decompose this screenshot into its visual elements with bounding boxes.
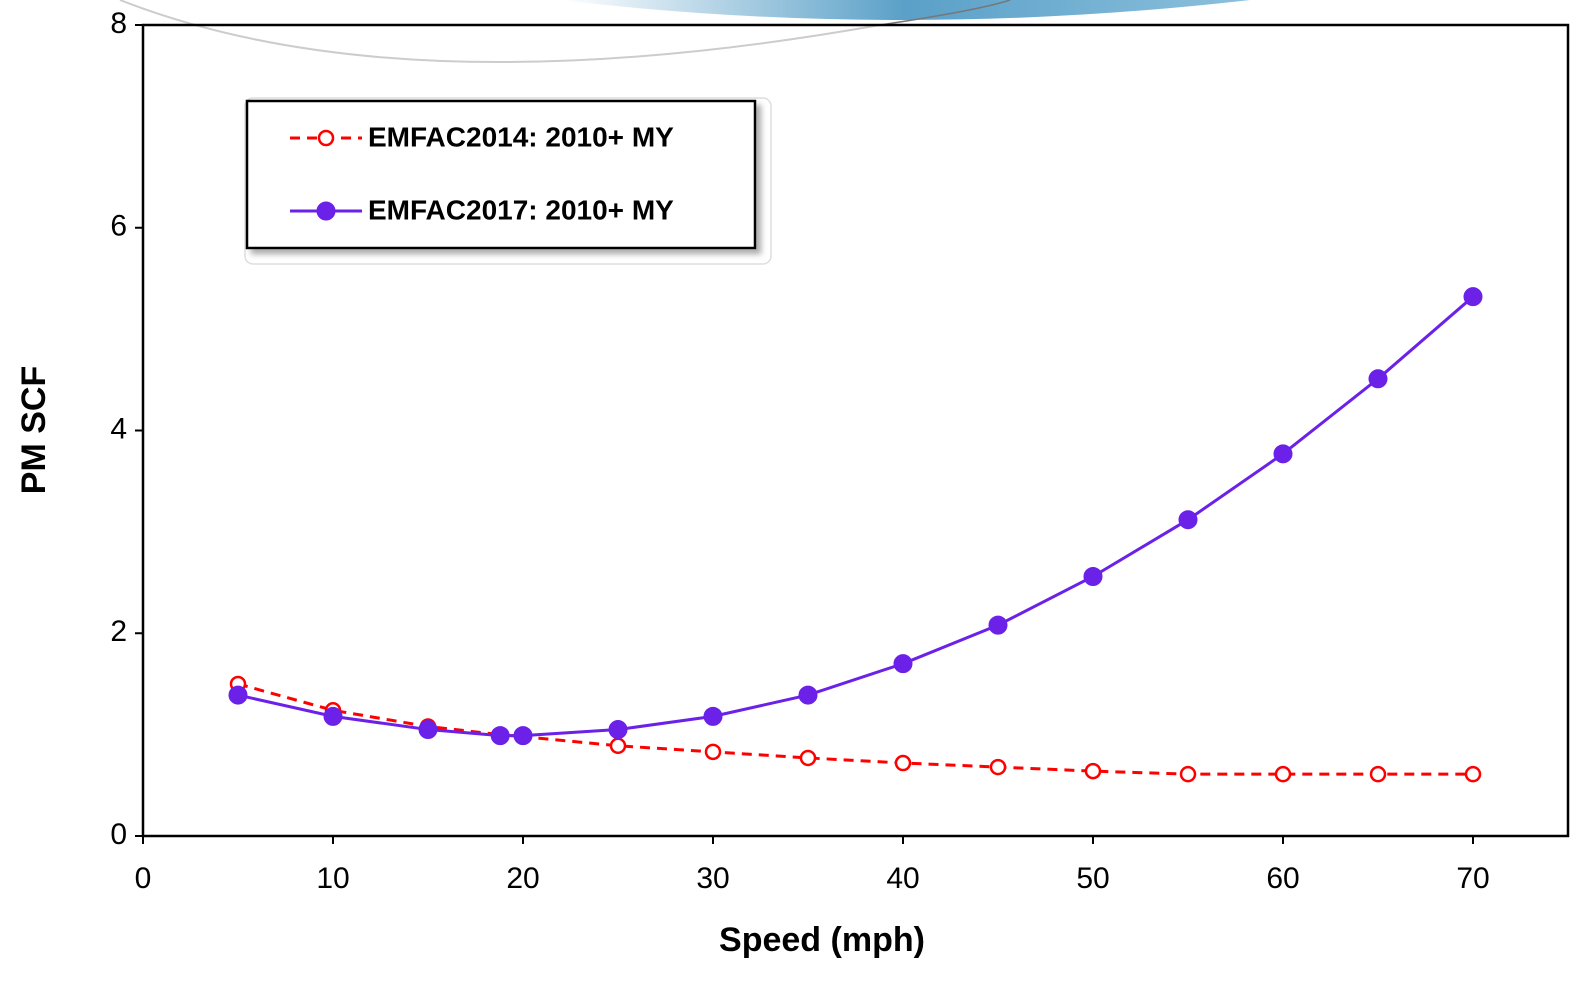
data-point [1084, 762, 1102, 780]
data-point [1273, 444, 1293, 464]
y-axis-title: PM SCF [15, 366, 53, 494]
x-tick-label: 0 [135, 862, 152, 895]
data-point [798, 685, 818, 705]
data-point [1274, 765, 1292, 783]
x-tick-label: 30 [696, 862, 729, 895]
data-point [1463, 287, 1483, 307]
data-point [1464, 765, 1482, 783]
data-point [608, 720, 628, 740]
y-tick-label: 8 [110, 7, 127, 40]
data-point [418, 720, 438, 740]
series-line [237, 295, 1474, 738]
y-tick-label: 6 [110, 210, 127, 243]
data-point [513, 726, 533, 746]
legend-label: EMFAC2014: 2010+ MY [368, 121, 674, 152]
data-point [228, 685, 248, 705]
data-point [704, 743, 722, 761]
legend-label: EMFAC2017: 2010+ MY [368, 194, 674, 225]
legend-marker [316, 201, 336, 221]
data-point [703, 706, 723, 726]
x-tick-label: 50 [1076, 862, 1109, 895]
data-point [490, 726, 510, 746]
decoration [879, 0, 1011, 26]
data-point [1178, 510, 1198, 530]
x-tick-label: 10 [316, 862, 349, 895]
decoration [119, 0, 881, 64]
data-point [1369, 765, 1387, 783]
legend [245, 99, 757, 250]
decoration [560, 0, 1250, 20]
series-line [237, 682, 1473, 776]
data-point [1368, 369, 1388, 389]
data-point [609, 737, 627, 755]
x-tick-label: 40 [886, 862, 919, 895]
data-point [893, 654, 913, 674]
data-point [1179, 765, 1197, 783]
x-tick-label: 70 [1456, 862, 1489, 895]
legend-marker [317, 129, 335, 147]
data-point [799, 749, 817, 767]
data-point [894, 754, 912, 772]
data-point [1083, 566, 1103, 586]
x-axis-title: Speed (mph) [719, 921, 925, 959]
y-tick-label: 4 [110, 412, 127, 445]
data-point [989, 758, 1007, 776]
y-tick-label: 0 [110, 818, 127, 851]
data-point [323, 706, 343, 726]
x-tick-label: 20 [506, 862, 539, 895]
x-tick-label: 60 [1266, 862, 1299, 895]
y-tick-label: 2 [110, 615, 127, 648]
data-point [988, 615, 1008, 635]
